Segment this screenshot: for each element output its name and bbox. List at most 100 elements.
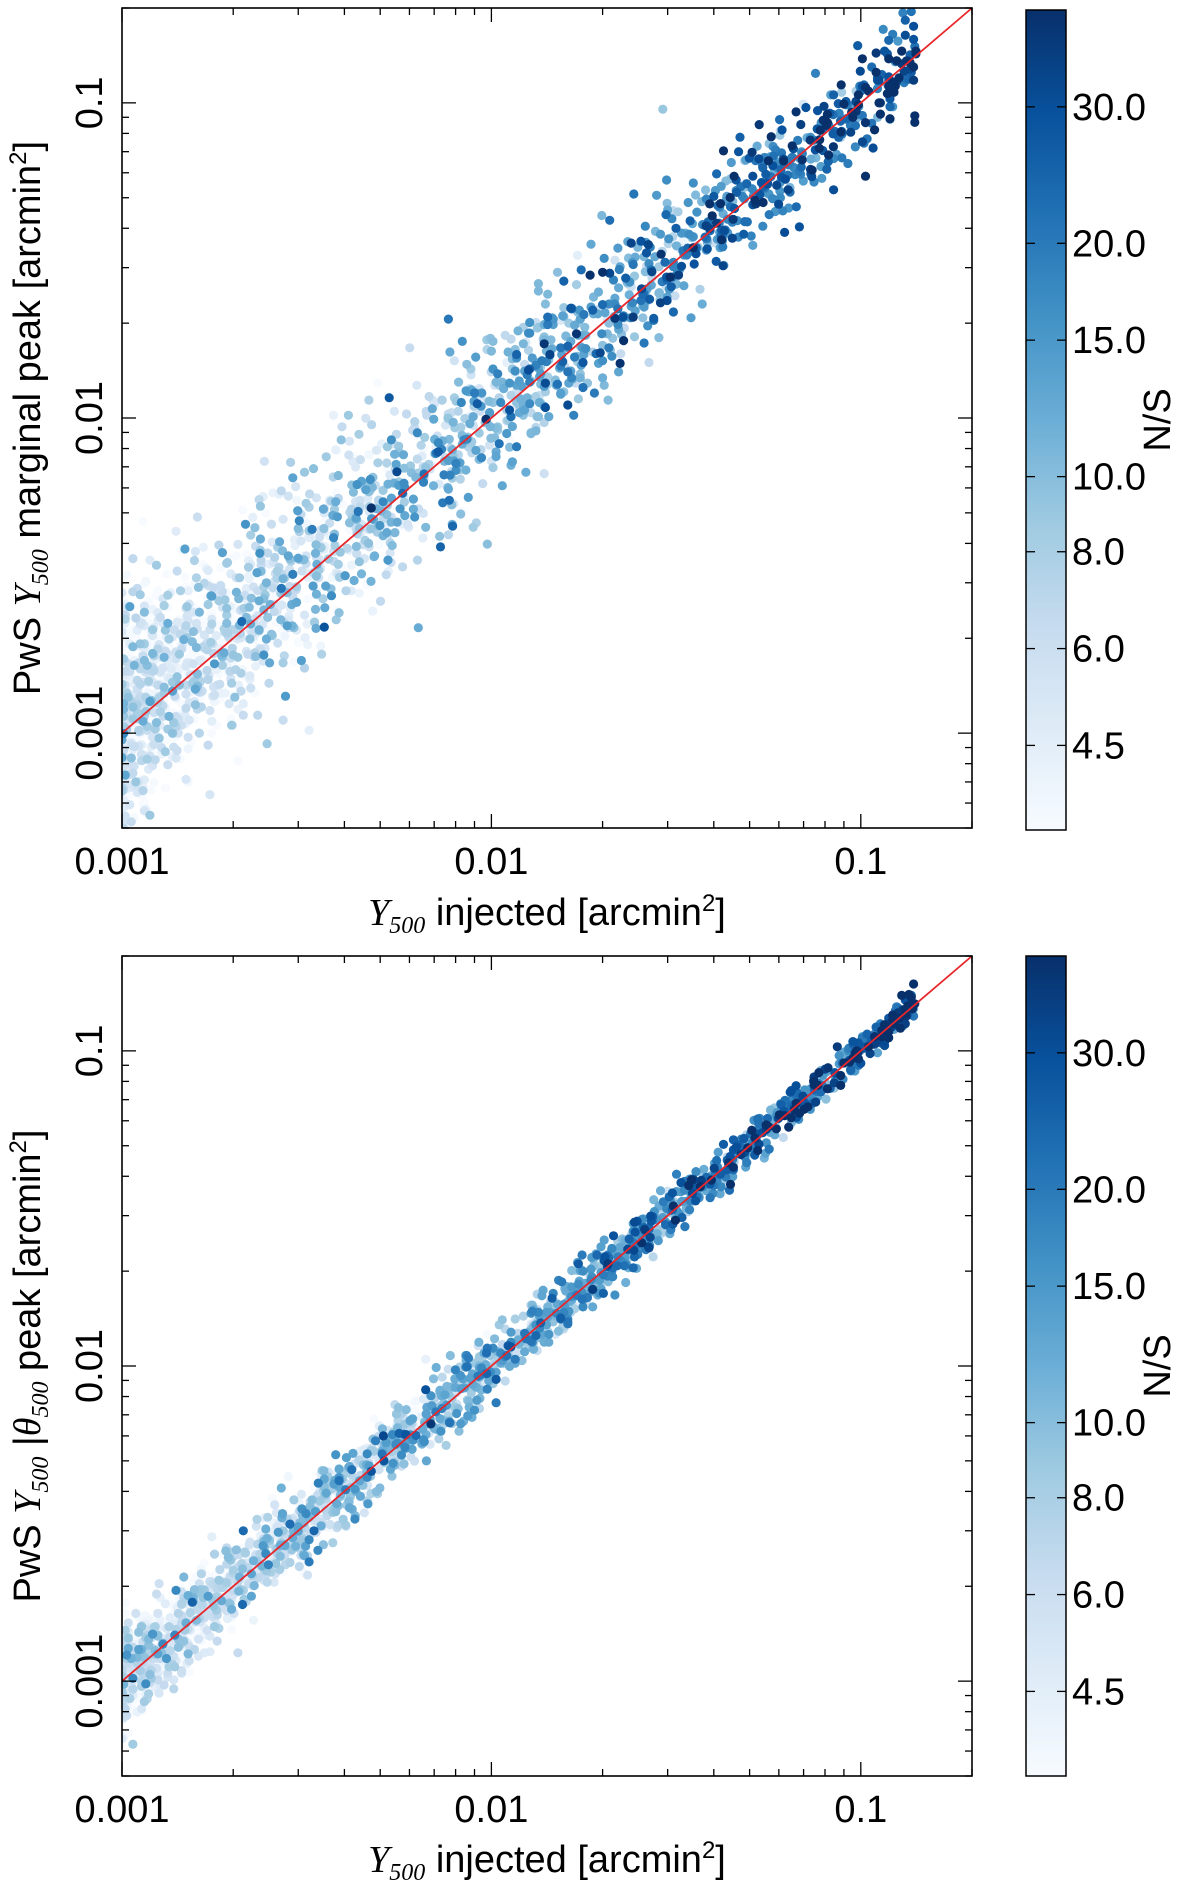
data-point — [581, 344, 591, 354]
data-point — [350, 1484, 360, 1494]
data-point — [610, 255, 620, 265]
data-point — [552, 379, 563, 389]
data-point — [122, 588, 127, 598]
data-point — [231, 587, 241, 597]
x-axis: 0.001 0.01 0.1 — [74, 8, 973, 883]
data-point — [183, 586, 193, 596]
data-point — [469, 1405, 480, 1415]
data-point — [392, 517, 402, 527]
data-point — [605, 268, 615, 278]
data-point — [429, 414, 439, 424]
data-point — [190, 684, 200, 694]
data-point — [563, 367, 573, 377]
data-point — [523, 345, 534, 355]
data-point — [533, 279, 544, 289]
data-point — [280, 631, 290, 641]
data-point — [190, 546, 200, 557]
data-point — [513, 326, 523, 336]
data-point — [821, 120, 832, 130]
data-point — [595, 348, 605, 358]
data-point — [654, 333, 664, 343]
data-point — [491, 377, 501, 387]
x-axis-label-sup: 2 — [702, 890, 715, 917]
x-tick-label: 0.1 — [834, 1789, 887, 1831]
data-point — [558, 357, 568, 367]
data-point — [685, 1205, 695, 1215]
data-point — [160, 625, 170, 635]
data-point — [203, 599, 213, 610]
data-point — [629, 332, 640, 342]
data-point — [823, 157, 833, 167]
y-axis-label: PwS Y500 marginal peak [arcmin2] — [5, 141, 54, 695]
data-point — [761, 169, 771, 179]
data-point — [476, 453, 487, 463]
data-point — [848, 112, 858, 122]
data-point — [328, 1538, 338, 1548]
data-point — [222, 1613, 233, 1624]
data-point — [814, 1068, 824, 1078]
data-point — [144, 676, 154, 686]
data-point — [282, 621, 292, 631]
data-point — [578, 1266, 588, 1276]
data-point — [643, 1242, 654, 1252]
data-point — [837, 87, 847, 97]
data-point — [217, 660, 227, 671]
data-point — [387, 1471, 397, 1481]
data-point — [540, 402, 551, 413]
data-point — [638, 313, 648, 323]
data-point — [219, 648, 229, 658]
data-point — [227, 643, 237, 653]
data-point — [154, 733, 164, 743]
data-point — [138, 786, 148, 796]
data-point — [676, 261, 687, 271]
data-point — [254, 596, 264, 606]
data-point — [278, 514, 288, 524]
data-point — [451, 458, 461, 469]
data-point — [135, 679, 145, 689]
data-point — [603, 395, 613, 405]
data-point — [822, 164, 832, 174]
data-point — [184, 715, 194, 725]
data-point — [771, 1124, 782, 1134]
data-point — [244, 574, 254, 584]
data-point — [361, 485, 371, 495]
data-point — [629, 1252, 640, 1262]
data-point — [474, 428, 484, 438]
data-point — [310, 548, 321, 558]
data-point — [717, 235, 727, 245]
data-point — [598, 356, 608, 366]
data-point — [292, 495, 302, 505]
data-point — [544, 1280, 554, 1290]
data-point — [597, 329, 607, 339]
data-point — [864, 1042, 874, 1052]
data-point — [875, 109, 886, 119]
y-axis-label-text: peak [arcmin — [7, 1153, 49, 1381]
data-point — [390, 528, 400, 538]
data-point — [263, 548, 273, 558]
data-point — [164, 1622, 174, 1632]
data-point — [630, 1227, 640, 1237]
data-point — [505, 405, 515, 415]
data-point — [141, 576, 151, 587]
data-point — [670, 291, 680, 301]
data-point — [378, 485, 388, 495]
data-point — [556, 1313, 566, 1323]
data-point — [237, 1599, 248, 1610]
data-point — [222, 618, 232, 629]
data-point — [456, 509, 466, 519]
data-point — [265, 658, 275, 668]
data-point — [315, 532, 325, 542]
data-point — [325, 518, 335, 528]
data-point — [578, 382, 588, 393]
data-point — [619, 336, 629, 346]
data-point — [128, 768, 138, 778]
y-axis-label-sup: 2 — [5, 1140, 32, 1153]
data-point — [122, 1687, 127, 1697]
data-point — [145, 696, 155, 707]
data-point — [179, 1572, 189, 1582]
data-point — [552, 267, 563, 277]
data-point — [455, 474, 465, 484]
data-point — [794, 222, 805, 232]
data-point — [747, 1125, 757, 1135]
